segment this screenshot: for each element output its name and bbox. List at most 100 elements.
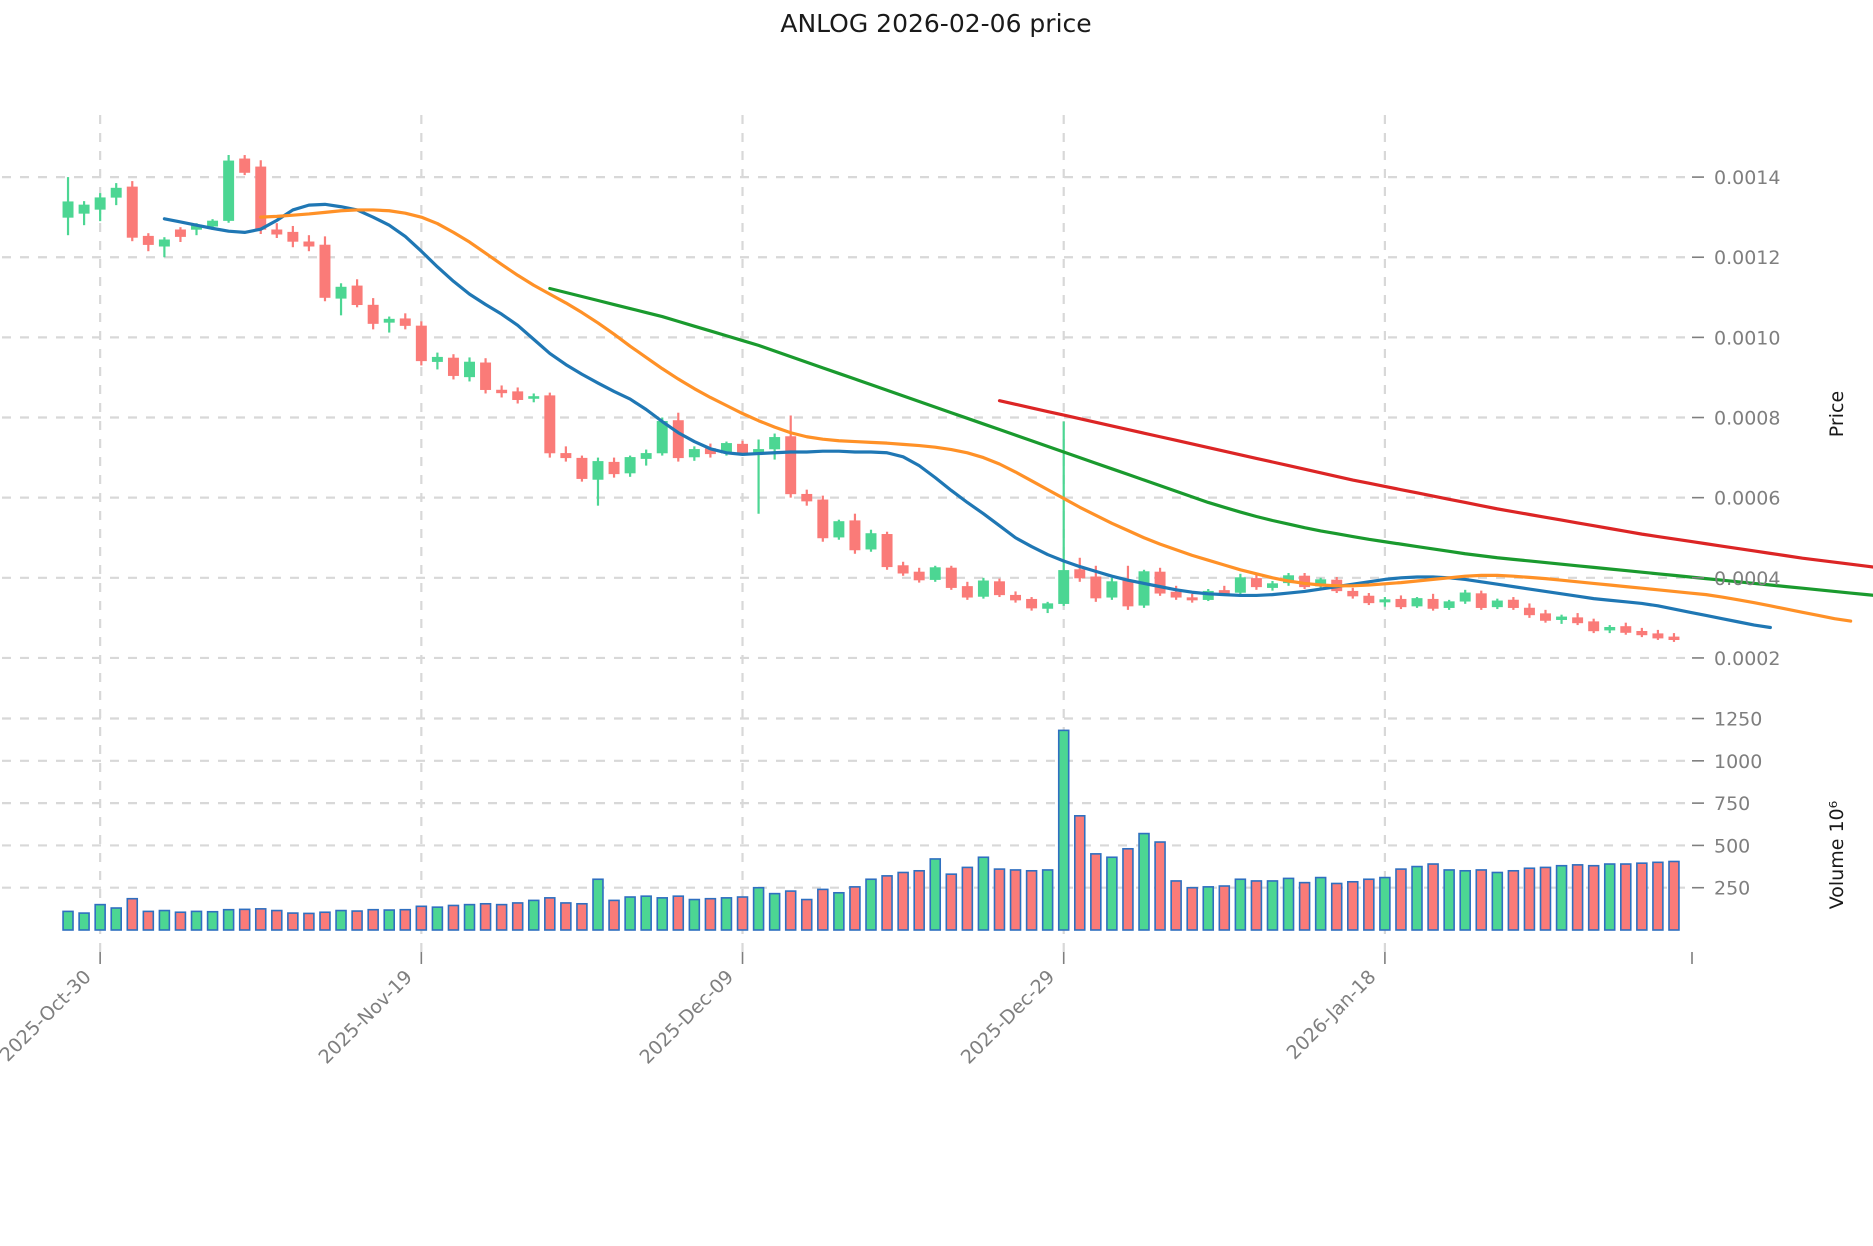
candlestick (769, 433, 781, 460)
candlestick (480, 358, 492, 394)
volume-bar (1652, 861, 1664, 931)
volume-bar (383, 909, 395, 931)
volume-bar (1186, 886, 1198, 931)
candlestick (1363, 593, 1375, 606)
volume-bar (254, 908, 267, 931)
volume-bar (1459, 869, 1471, 931)
volume-bar (431, 906, 444, 931)
candlestick (1042, 601, 1054, 614)
volume-bar (576, 902, 588, 931)
volume-bar (1218, 885, 1231, 931)
candlestick (1620, 622, 1632, 635)
volume-tick-label: 1250 (1714, 709, 1762, 731)
volume-tick-label: 1000 (1714, 751, 1762, 773)
candlestick (1010, 591, 1022, 603)
volume-bar (688, 898, 701, 931)
volume-bar (1090, 853, 1102, 931)
volume-bar (1234, 878, 1247, 931)
price-tick-label: 0.0008 (1714, 408, 1780, 430)
volume-bar (1202, 886, 1215, 931)
candlestick (303, 235, 315, 252)
candlestick (801, 489, 813, 506)
candlestick (1443, 599, 1455, 610)
candlestick (833, 519, 845, 540)
candlestick (319, 236, 331, 302)
volume-bar (1122, 847, 1134, 931)
volume-bar (1041, 869, 1054, 931)
candlestick (158, 237, 170, 258)
volume-bar (833, 891, 845, 931)
candlestick (255, 160, 267, 234)
volume-bar (849, 886, 861, 931)
candlestick (1106, 577, 1118, 600)
candlestick (1411, 597, 1423, 608)
candlestick (865, 529, 877, 552)
candlestick (544, 392, 556, 458)
volume-bar (1282, 877, 1295, 931)
volume-bar (479, 902, 492, 931)
candlestick (62, 177, 74, 236)
volume-bar (1138, 832, 1150, 931)
candlestick (335, 283, 347, 316)
volume-bar (1009, 869, 1022, 931)
candlestick (1491, 598, 1503, 610)
volume-bar (1427, 863, 1439, 931)
volume-bar (1555, 864, 1568, 931)
volume-tick-label: 250 (1714, 878, 1750, 900)
candlestick (1572, 613, 1584, 626)
volume-bar (608, 899, 620, 931)
candlestick (1395, 595, 1407, 610)
candlestick (592, 457, 604, 506)
volume-bar (1411, 865, 1423, 931)
volume-bar (800, 898, 813, 931)
candlestick (383, 316, 395, 333)
volume-bar (158, 909, 171, 931)
volume-bar (1539, 866, 1552, 931)
price-tick-label: 0.0006 (1714, 488, 1780, 510)
volume-bar (1250, 880, 1263, 931)
candlestick (945, 565, 957, 590)
candlestick (174, 227, 186, 243)
volume-bar (1571, 864, 1584, 931)
price-axis-ticks: 0.0014 0.0012 0.0010 0.0008 0.0006 0.0004 0.00… (1692, 167, 1780, 670)
volume-bar (1475, 869, 1488, 931)
volume-bar (913, 869, 925, 931)
candlestick (464, 357, 475, 382)
price-tick-label: 0.0010 (1714, 327, 1780, 349)
candlestick (897, 561, 909, 576)
volume-bar (110, 907, 122, 931)
candlestick (271, 223, 283, 238)
candlestick (223, 155, 235, 223)
volume-bar (142, 910, 155, 931)
volume-bar (1106, 856, 1118, 931)
candlestick (640, 449, 652, 466)
candlestick (608, 457, 620, 478)
price-tick-label: 0.0002 (1714, 648, 1780, 670)
candlestick (1170, 585, 1182, 600)
volume-bar (897, 871, 909, 931)
volume-bar (222, 908, 235, 931)
candlestick (1523, 603, 1535, 618)
volume-bar (271, 909, 283, 931)
volume-bar (351, 910, 363, 931)
candlestick (239, 155, 251, 176)
volume-bar (287, 912, 299, 931)
volume-bar (1507, 869, 1520, 931)
candlestick (1138, 569, 1150, 608)
volume-bar (784, 890, 797, 931)
candlestick (624, 455, 636, 477)
volume-bar (527, 899, 540, 931)
volume-tick-label: 750 (1714, 793, 1750, 815)
price-tick-label: 0.0012 (1714, 247, 1780, 269)
volume-bar (1523, 867, 1536, 931)
volume-bar (94, 903, 106, 931)
volume-bar (592, 878, 604, 931)
candlestick (1507, 597, 1519, 610)
ma-line (997, 399, 1873, 569)
candlestick (1074, 557, 1086, 582)
volume-bar (1330, 882, 1343, 931)
candlestick (399, 313, 411, 330)
candlestick (496, 385, 508, 398)
candlestick (672, 412, 684, 462)
